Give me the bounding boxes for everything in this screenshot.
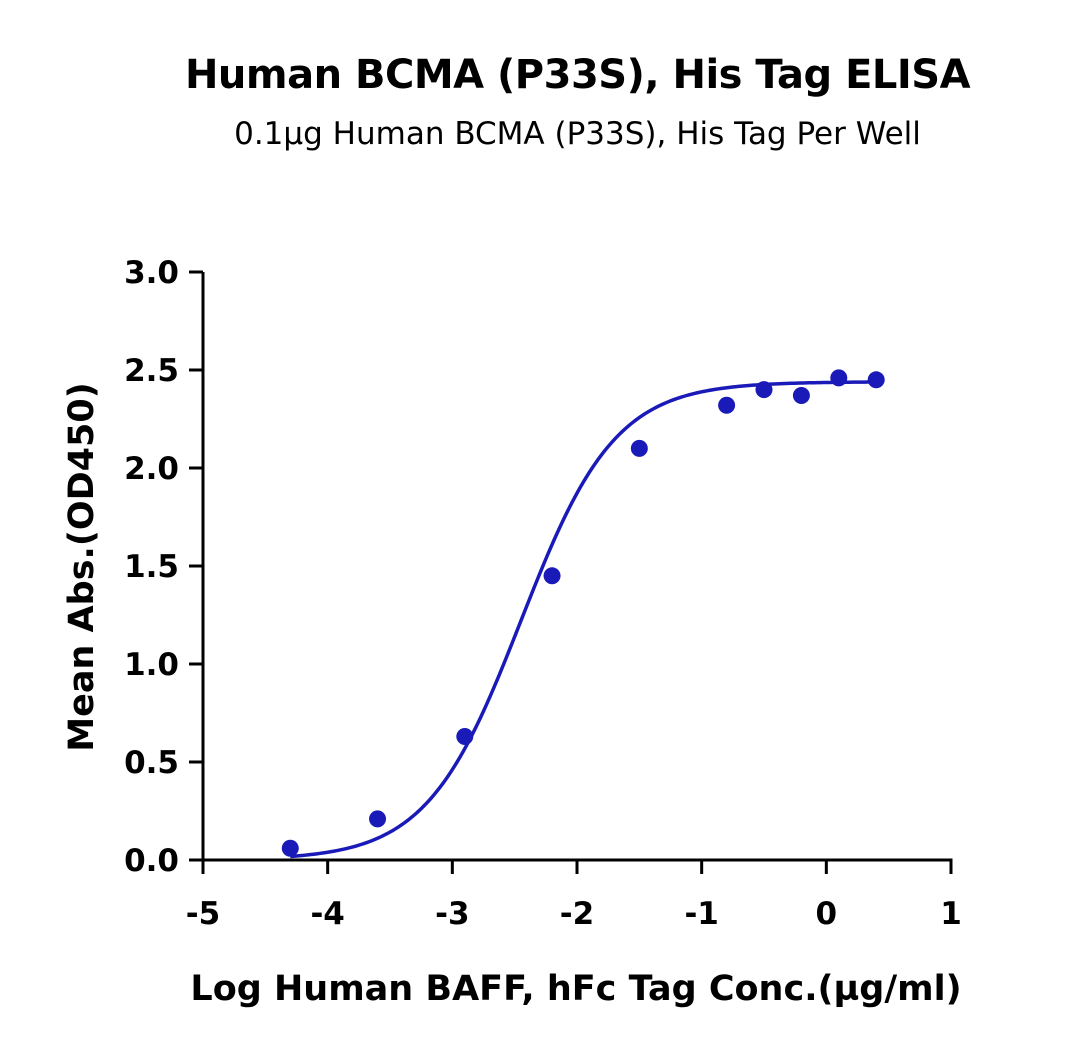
x-tick-label: -1: [684, 896, 718, 932]
y-tick-label: 2.0: [124, 451, 179, 487]
data-point: [830, 369, 848, 387]
data-point: [281, 839, 299, 857]
x-tick-label: -3: [435, 896, 469, 932]
data-point: [867, 371, 885, 389]
chart-subtitle: 0.1µg Human BCMA (P33S), His Tag Per Wel…: [234, 116, 921, 152]
data-point: [755, 381, 773, 399]
data-point: [456, 728, 474, 746]
y-axis-title: Mean Abs.(OD450): [62, 382, 102, 751]
x-tick-label: -4: [310, 896, 344, 932]
axes: 0.0 0.5 1.0 1.5 2.0 2.5 3.0 -5 -4 -3 -2 -1 0 1: [124, 255, 962, 932]
x-tick-label: 0: [816, 896, 838, 932]
y-tick-label: 0.0: [124, 843, 179, 879]
x-tick-label: -5: [186, 896, 220, 932]
data-point: [543, 567, 561, 585]
data-point: [718, 396, 736, 414]
y-tick-label: 3.0: [124, 255, 179, 291]
data-point: [369, 810, 387, 828]
x-tick-label: -2: [560, 896, 594, 932]
fit-curve-layer: [290, 380, 877, 859]
y-tick-label: 1.5: [124, 549, 179, 585]
y-tick-label: 2.5: [124, 353, 179, 389]
data-point: [630, 439, 648, 457]
y-tick-label: 0.5: [124, 745, 179, 781]
x-axis-title: Log Human BAFF, hFc Tag Conc.(µg/ml): [190, 969, 961, 1009]
data-point: [792, 386, 810, 404]
chart-title: Human BCMA (P33S), His Tag ELISA: [184, 52, 971, 98]
fit-curve: [290, 380, 877, 859]
data-points-layer: [281, 369, 885, 857]
y-tick-label: 1.0: [124, 647, 179, 683]
x-tick-label: 1: [940, 896, 962, 932]
